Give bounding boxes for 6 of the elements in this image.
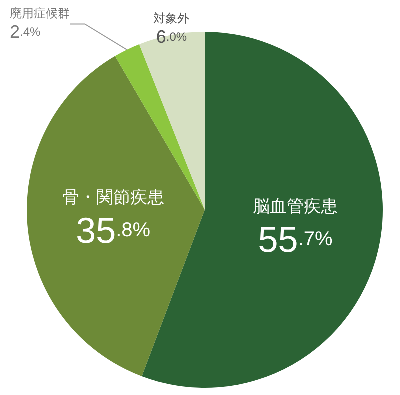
- slice-label: 脳血管疾患: [253, 197, 338, 216]
- slice-label: 骨・関節疾患: [62, 188, 164, 208]
- data-label: 2.4%: [10, 22, 42, 42]
- data-label: 6.0%: [156, 27, 188, 48]
- slice-label: 対象外: [154, 12, 190, 26]
- slice-label: 廃用症候群: [10, 6, 70, 20]
